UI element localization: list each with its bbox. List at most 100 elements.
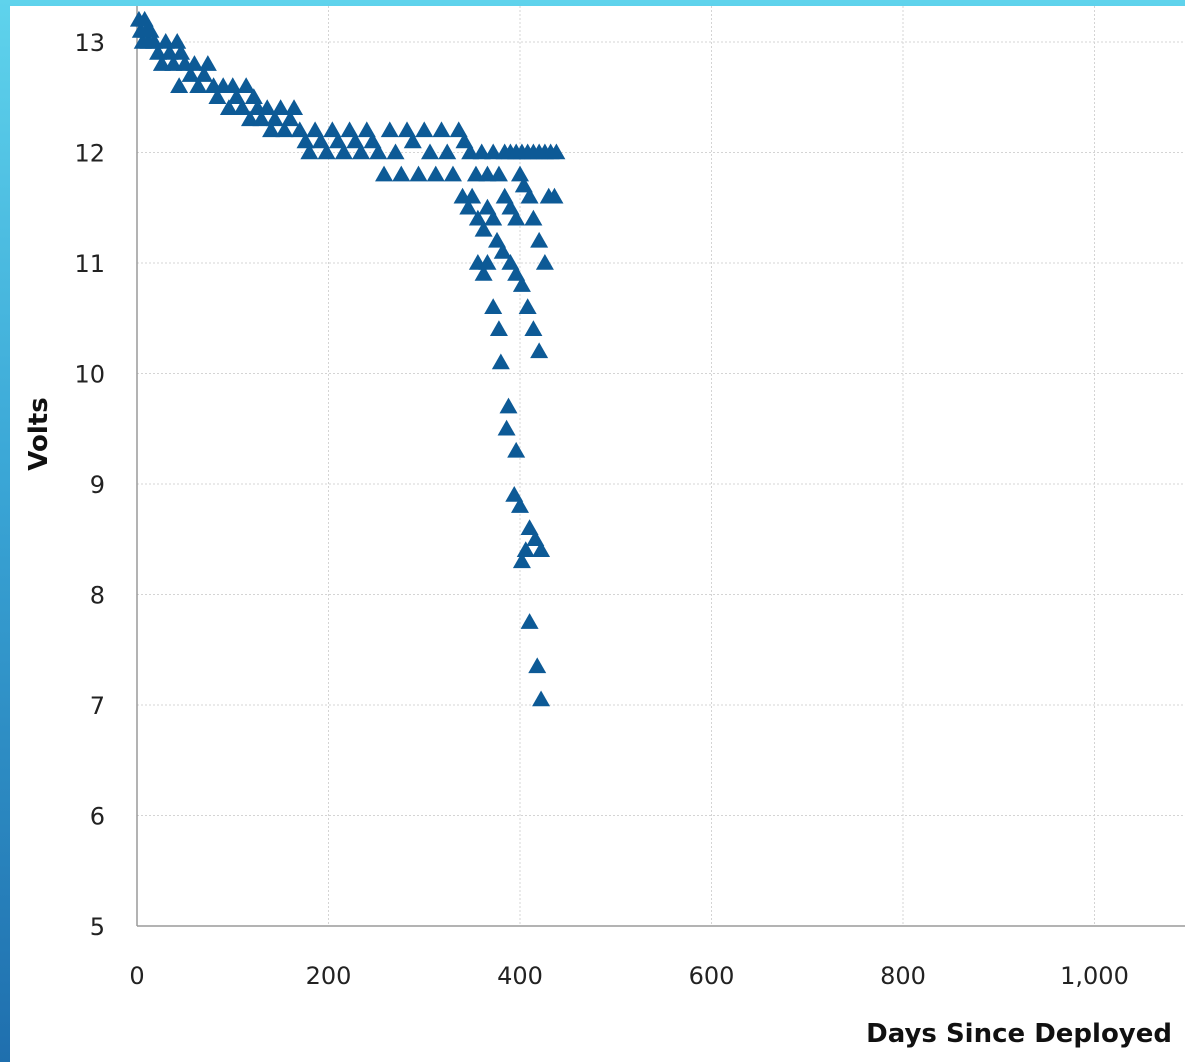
- data-point: [185, 55, 204, 71]
- data-point: [181, 66, 200, 82]
- data-point: [532, 690, 551, 707]
- data-point: [478, 198, 497, 215]
- data-point: [398, 121, 417, 138]
- data-point: [489, 165, 508, 182]
- y-tick-label: 8: [90, 582, 105, 610]
- data-point: [392, 165, 411, 182]
- y-tick-label: 11: [74, 250, 105, 278]
- data-point: [489, 320, 508, 337]
- data-point: [528, 657, 547, 674]
- data-point: [258, 99, 277, 116]
- data-point: [252, 110, 271, 127]
- x-tick-label: 1,000: [1060, 962, 1129, 990]
- y-tick-label: 9: [90, 471, 105, 499]
- data-point: [484, 143, 503, 160]
- data-point: [189, 77, 208, 93]
- data-point: [520, 187, 539, 204]
- data-point: [306, 121, 325, 138]
- data-point: [403, 132, 422, 149]
- data-point: [357, 121, 376, 138]
- data-point: [329, 132, 348, 149]
- data-point: [208, 88, 227, 104]
- x-tick-label: 600: [689, 962, 735, 990]
- data-point: [172, 44, 191, 60]
- data-point: [227, 88, 246, 104]
- y-tick-label: 7: [90, 692, 105, 720]
- data-point: [507, 441, 526, 458]
- data-point: [524, 320, 543, 337]
- x-axis-title: Days Since Deployed: [866, 1019, 1172, 1049]
- data-point: [547, 143, 566, 160]
- data-point: [512, 276, 531, 292]
- data-point: [466, 165, 485, 182]
- y-tick-label: 6: [90, 803, 105, 831]
- data-point: [240, 110, 259, 127]
- data-point: [520, 519, 539, 535]
- data-point: [386, 143, 405, 160]
- data-point: [152, 55, 171, 71]
- data-point: [518, 298, 537, 314]
- data-point: [545, 187, 564, 204]
- data-point: [198, 55, 217, 71]
- data-point: [505, 486, 524, 502]
- x-tick-label: 800: [880, 962, 926, 990]
- y-tick-label: 10: [74, 361, 105, 389]
- data-point: [478, 254, 497, 270]
- data-point: [484, 298, 503, 314]
- data-point: [244, 88, 263, 104]
- x-tick-label: 0: [129, 962, 144, 990]
- x-tick-label: 200: [306, 962, 352, 990]
- data-point: [281, 110, 300, 127]
- tick-labels: 5 6 7 8 9 10 11 12 13 0 200 400 600 800 1,000: [74, 29, 1128, 990]
- data-point: [511, 165, 529, 182]
- chart-panel: 5 6 7 8 9 10 11 12 13 0 200 400 600 800 1,000 Volts Da…: [10, 6, 1185, 1062]
- data-point: [323, 121, 342, 138]
- data-point: [443, 165, 462, 182]
- data-point: [524, 209, 543, 226]
- data-point: [380, 121, 399, 138]
- data-point: [478, 165, 497, 182]
- data-point: [461, 143, 480, 160]
- y-axis-title: Volts: [24, 397, 54, 470]
- data-point: [507, 209, 526, 226]
- data-point: [491, 353, 510, 370]
- data-point: [156, 33, 175, 49]
- data-point: [484, 209, 503, 226]
- y-tick-label: 12: [74, 140, 105, 168]
- data-point: [300, 143, 319, 160]
- data-point: [449, 121, 468, 138]
- data-point: [415, 121, 434, 138]
- data-point: [311, 132, 330, 149]
- data-point: [497, 419, 516, 436]
- data-point: [499, 397, 518, 414]
- data-point: [463, 187, 482, 204]
- y-tick-label: 13: [74, 29, 105, 57]
- data-point: [145, 33, 164, 49]
- data-point: [135, 10, 154, 27]
- data-point: [493, 242, 512, 259]
- data-point: [290, 121, 309, 138]
- data-point: [141, 21, 160, 38]
- data-point: [501, 254, 520, 270]
- grid: [137, 6, 1185, 926]
- data-point: [149, 44, 168, 60]
- data-point: [223, 77, 242, 93]
- axes: [136, 6, 1185, 927]
- data-point: [426, 165, 445, 182]
- data-point: [468, 209, 487, 226]
- data-point: [271, 99, 290, 116]
- data-point: [455, 132, 474, 149]
- y-tick-label: 5: [90, 913, 105, 941]
- data-point: [432, 121, 451, 138]
- data-point: [317, 143, 336, 160]
- data-point: [501, 198, 520, 215]
- data-point: [535, 254, 554, 270]
- data-point: [237, 77, 256, 93]
- data-point: [275, 121, 294, 138]
- data-point: [516, 541, 535, 558]
- data-point: [363, 132, 382, 149]
- data-point: [532, 541, 551, 558]
- data-point: [375, 165, 394, 182]
- data-point: [285, 99, 304, 116]
- data-point: [488, 231, 507, 248]
